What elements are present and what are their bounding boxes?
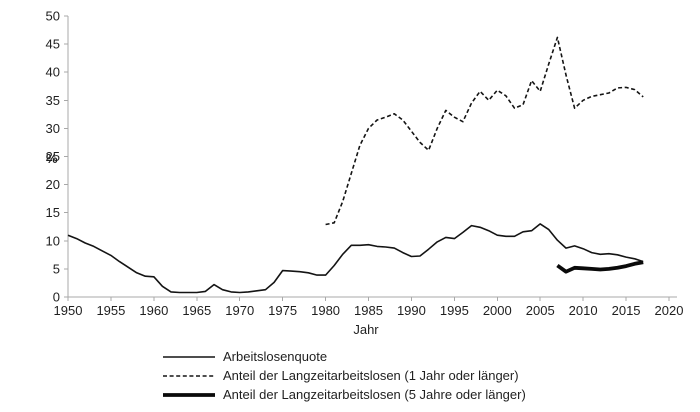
- x-tick-label: 1975: [268, 303, 297, 318]
- x-tick-label: 1980: [311, 303, 340, 318]
- x-tick-label: 1995: [440, 303, 469, 318]
- x-tick-label: 1960: [139, 303, 168, 318]
- legend-item-langzeit-5-jahre: Anteil der Langzeitarbeitslosen (5 Jahre…: [162, 385, 526, 404]
- x-tick-label: 2020: [655, 303, 684, 318]
- y-tick-label: 45: [46, 37, 60, 52]
- y-tick-label: 30: [46, 121, 60, 136]
- legend-item-langzeit-1-jahr: Anteil der Langzeitarbeitslosen (1 Jahr …: [162, 366, 526, 385]
- x-tick-label: 1950: [54, 303, 83, 318]
- y-tick-label: 5: [53, 261, 60, 276]
- x-tick-label: 1955: [96, 303, 125, 318]
- x-tick-label: 1990: [397, 303, 426, 318]
- legend-line-dashed: [163, 374, 215, 377]
- y-tick-label: 35: [46, 93, 60, 108]
- legend-line-thick-solid: [163, 392, 215, 397]
- legend-label: Anteil der Langzeitarbeitslosen (1 Jahr …: [223, 368, 519, 383]
- y-tick-label: 40: [46, 65, 60, 80]
- x-tick-label: 1965: [182, 303, 211, 318]
- legend-label: Anteil der Langzeitarbeitslosen (5 Jahre…: [223, 387, 526, 402]
- chart-svg: 0 5 10 15 20 25 30 35 40 45 50 1950 1955 1960 1965 1970…: [46, 9, 684, 319]
- x-tick-label: 2005: [526, 303, 555, 318]
- y-axis-label: %: [46, 151, 58, 166]
- series-line-solid-thin: [67, 223, 644, 294]
- legend: Arbeitslosenquote Anteil der Langzeitarb…: [162, 347, 526, 404]
- y-tick-label: 0: [53, 290, 60, 305]
- legend-line-thin-solid: [163, 355, 215, 358]
- series-line-solid-thick: [556, 260, 644, 274]
- x-tick-label: 2010: [569, 303, 598, 318]
- x-tick-label: 1970: [225, 303, 254, 318]
- series-line-dashed: [325, 36, 644, 226]
- x-tick-label: 2015: [612, 303, 641, 318]
- x-tick-label: 1985: [354, 303, 383, 318]
- x-tick-label: 2000: [483, 303, 512, 318]
- legend-label: Arbeitslosenquote: [223, 349, 328, 364]
- legend-item-arbeitslosenquote: Arbeitslosenquote: [162, 347, 526, 366]
- y-tick-label: 15: [46, 205, 60, 220]
- y-tick-label: 50: [46, 9, 60, 24]
- x-axis-label: Jahr: [353, 322, 379, 337]
- y-tick-label: 25: [46, 149, 60, 164]
- y-tick-label: 20: [46, 177, 60, 192]
- y-tick-label: 10: [46, 233, 60, 248]
